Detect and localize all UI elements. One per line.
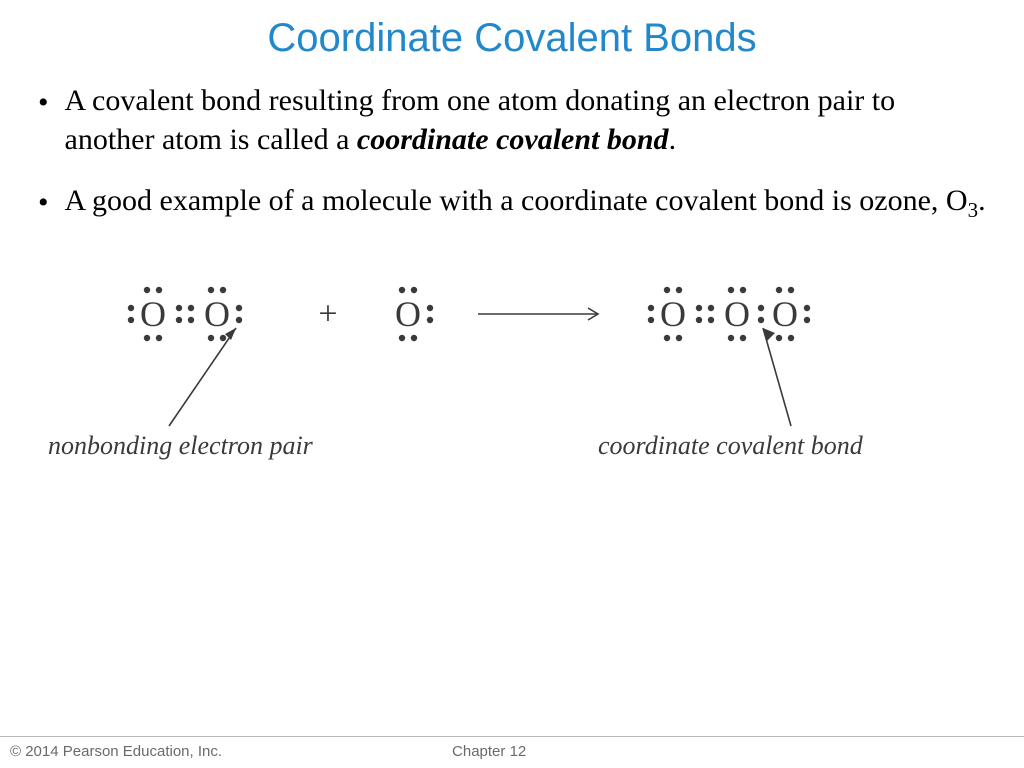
svg-text:nonbonding electron pair: nonbonding electron pair xyxy=(48,431,314,460)
svg-text:O: O xyxy=(204,294,230,334)
bullet-item: • A good example of a molecule with a co… xyxy=(38,181,986,224)
content-area: • A covalent bond resulting from one ato… xyxy=(0,81,1024,534)
bullet-marker: • xyxy=(38,83,49,122)
lewis-svg: OO+OOOOnonbonding electron paircoordinat… xyxy=(38,254,986,534)
bullet-suffix: . xyxy=(669,123,677,156)
bullet-item: • A covalent bond resulting from one ato… xyxy=(38,81,986,159)
lewis-diagram: OO+OOOOnonbonding electron paircoordinat… xyxy=(38,254,986,534)
bullet-marker: • xyxy=(38,183,49,222)
svg-text:O: O xyxy=(772,294,798,334)
svg-text:O: O xyxy=(660,294,686,334)
chapter-text: Chapter 12 xyxy=(452,743,526,760)
bullet-prefix: A good example of a molecule with a coor… xyxy=(65,184,968,217)
bullet-suffix: . xyxy=(978,184,986,217)
slide-title: Coordinate Covalent Bonds xyxy=(0,0,1024,81)
footer: © 2014 Pearson Education, Inc. Chapter 1… xyxy=(0,736,1024,768)
svg-text:O: O xyxy=(395,294,421,334)
bullet-text: A good example of a molecule with a coor… xyxy=(65,181,986,224)
bullet-emphasis: coordinate covalent bond xyxy=(357,123,669,156)
svg-text:coordinate covalent bond: coordinate covalent bond xyxy=(598,431,864,460)
svg-text:O: O xyxy=(140,294,166,334)
svg-text:O: O xyxy=(724,294,750,334)
bullet-text: A covalent bond resulting from one atom … xyxy=(65,81,986,159)
svg-text:+: + xyxy=(318,296,337,333)
subscript: 3 xyxy=(968,198,979,222)
copyright-text: © 2014 Pearson Education, Inc. xyxy=(10,743,222,760)
